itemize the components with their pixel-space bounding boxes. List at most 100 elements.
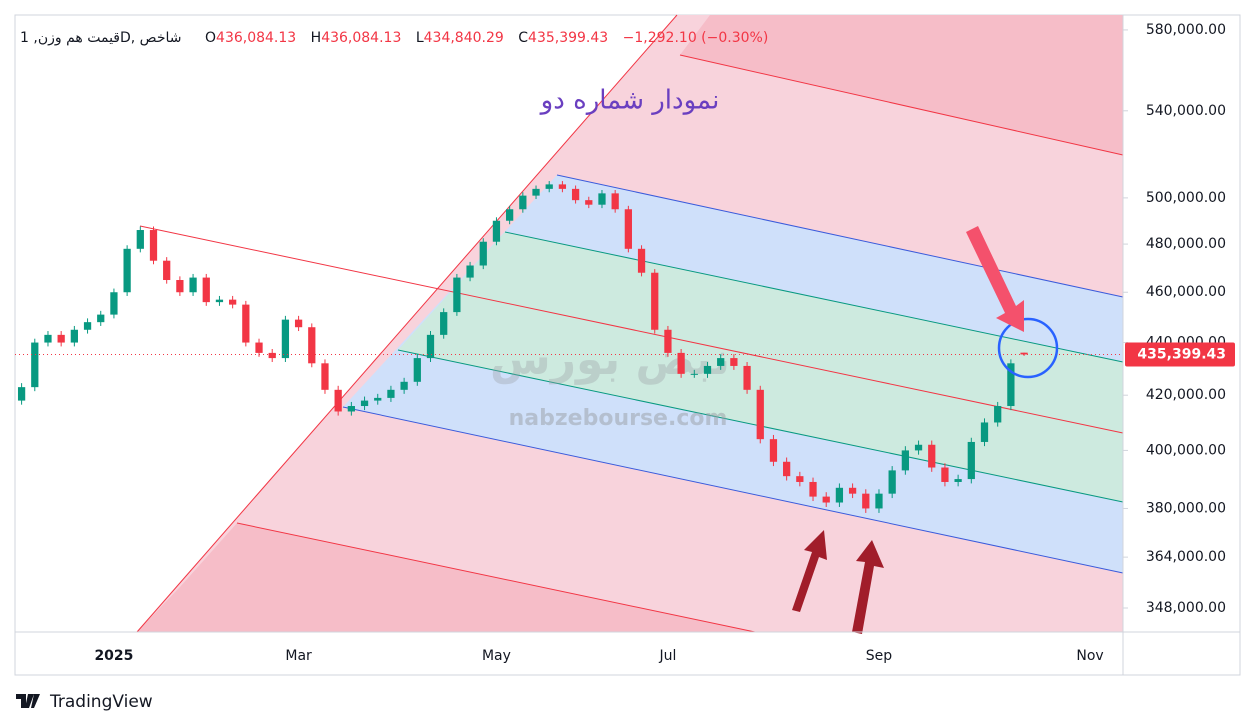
y-tick-label: 480,000.00: [1146, 236, 1226, 252]
candle-body: [44, 334, 52, 343]
candle-body: [440, 312, 448, 335]
candle-body: [756, 389, 764, 440]
candle-body: [611, 193, 619, 210]
y-tick-label: 580,000.00: [1146, 22, 1226, 38]
fork-edge: [136, 14, 678, 633]
fork-line: [342, 406, 1124, 574]
ohlc: O436,084.13 H436,084.13 L434,840.29 C435…: [205, 30, 768, 46]
candle-body: [1007, 363, 1015, 407]
candle-body: [717, 358, 725, 366]
candle-body: [176, 280, 184, 293]
annotation: نمودار شماره دو: [539, 86, 720, 116]
channel-zone-inner: [398, 232, 1123, 502]
candle-body: [585, 200, 593, 205]
candle-body: [453, 277, 461, 313]
candle-body: [492, 220, 501, 242]
y-tick-label: 500,000.00: [1146, 190, 1226, 206]
candle-body: [783, 461, 791, 477]
candle-body: [862, 493, 870, 509]
ohlc-prefix: C: [518, 30, 528, 46]
candle-body: [413, 358, 421, 382]
candle-body: [268, 352, 276, 359]
candle-body: [730, 358, 738, 366]
ohlc-prefix: L: [416, 30, 424, 46]
candle-body: [519, 195, 527, 210]
ohlc-prefix: O: [205, 30, 216, 46]
candle-body: [229, 299, 237, 305]
y-tick-label: 400,000.00: [1146, 442, 1226, 458]
plot: [15, 181, 1123, 513]
x-tick-label: 2025: [94, 648, 133, 664]
y-tick-label: 540,000.00: [1146, 103, 1226, 119]
candle-body: [598, 193, 606, 205]
candle-body: [690, 373, 698, 375]
candle-body: [822, 496, 830, 503]
y-tick-label: 380,000.00: [1146, 500, 1226, 516]
x-tick-label: Mar: [285, 648, 312, 664]
candle-body: [664, 329, 672, 353]
candle-body: [149, 230, 158, 261]
candle-body: [83, 322, 92, 330]
ohlc-value: 435,399.43: [528, 30, 608, 46]
overlays: [792, 226, 1059, 634]
fork-zone-outer: [680, 15, 1123, 155]
candle-body: [31, 342, 39, 388]
x-tick-label: Nov: [1076, 648, 1103, 664]
candle-body: [901, 450, 909, 471]
brand: TradingView: [49, 692, 153, 712]
candle-body: [360, 400, 369, 407]
candle-body: [954, 479, 962, 482]
candle-body: [255, 342, 263, 353]
watermark: nabzebourse.com: [509, 406, 728, 431]
candle-body: [545, 184, 553, 189]
ohlc-prefix: H: [311, 30, 322, 46]
candle-body: [110, 292, 118, 315]
arrow: [966, 226, 1024, 332]
change: −1,292.10 (−0.30%): [623, 30, 769, 46]
candle-body: [928, 444, 936, 468]
candle-body: [941, 467, 949, 482]
candle-body: [875, 493, 883, 509]
y-tick-label: 364,000.00: [1146, 549, 1226, 565]
candle-body: [651, 272, 659, 330]
fork-median: [139, 225, 1124, 434]
candle-body: [294, 319, 303, 328]
candle-body: [374, 397, 382, 401]
x-tick-label: Jul: [658, 648, 676, 664]
candle-body: [637, 248, 646, 273]
candle-body: [796, 476, 804, 482]
candle-body: [506, 209, 514, 221]
candle-body: [308, 327, 316, 364]
y-tick-label: 348,000.00: [1146, 600, 1226, 616]
candle-body: [994, 406, 1002, 423]
candle-body: [571, 188, 580, 201]
candle-body: [334, 389, 342, 412]
candle-body: [677, 352, 685, 374]
watermark: نبض بورس: [490, 334, 730, 385]
candle-body: [202, 277, 210, 303]
candle-body: [703, 365, 712, 374]
candle-body: [1020, 352, 1028, 355]
y-tick-label: 460,000.00: [1146, 284, 1226, 300]
candle-body: [980, 422, 989, 442]
candle-body: [967, 441, 975, 480]
candle-body: [387, 389, 395, 398]
fork-line: [556, 174, 1124, 298]
candle-body: [97, 314, 105, 323]
candle-body: [558, 184, 567, 189]
fork-line: [679, 54, 1124, 156]
x-tick-label: Sep: [866, 648, 893, 664]
x-tick-label: May: [482, 648, 511, 664]
candle-body: [809, 481, 817, 497]
logo: TradingView: [16, 692, 153, 712]
price-label-box: [1125, 342, 1235, 367]
price-label: 435,399.43: [1137, 346, 1226, 362]
candle-body: [888, 470, 896, 494]
symbol: قیمت هم وزن, 1D, شاخص: [20, 30, 181, 46]
candle-body: [914, 444, 923, 451]
fork-zone-outer: [137, 523, 755, 632]
candle-body: [400, 381, 408, 390]
candle-body: [242, 304, 250, 343]
candle-body: [136, 230, 144, 249]
fork-line: [504, 231, 1124, 363]
